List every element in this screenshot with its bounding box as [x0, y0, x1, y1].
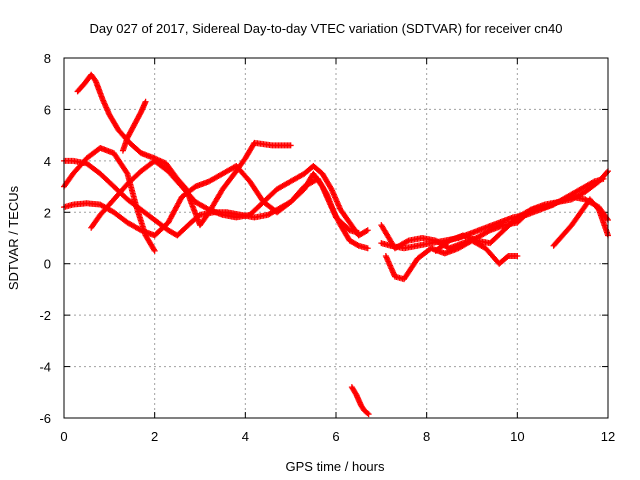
plot-frame: [63, 57, 609, 419]
data-point-marker: [364, 227, 371, 234]
series-track-l: [348, 384, 372, 418]
y-tick-label: -4: [39, 360, 51, 375]
y-axis-label: SDTVAR / TECUs: [6, 185, 21, 290]
chart-title: Day 027 of 2017, Sidereal Day-to-day VTE…: [89, 21, 562, 36]
y-tick-label: -6: [39, 411, 51, 426]
data-point-marker: [354, 241, 361, 248]
x-tick-label: 6: [332, 429, 339, 444]
data-point-marker: [150, 246, 157, 253]
series-track-f: [61, 145, 158, 254]
y-tick-label: 8: [44, 51, 51, 66]
x-tick-label: 10: [510, 429, 524, 444]
y-tick-label: 0: [44, 257, 51, 272]
data-point-marker: [363, 228, 370, 235]
x-tick-label: 4: [242, 429, 249, 444]
y-tick-label: 6: [44, 102, 51, 117]
data-point-marker: [603, 169, 610, 176]
grid-lines: [64, 58, 608, 418]
x-tick-label: 0: [60, 429, 67, 444]
data-point-marker: [365, 411, 372, 418]
data-point-marker: [123, 169, 130, 176]
data-point-marker: [604, 215, 611, 222]
series-track-e: [88, 157, 371, 239]
data-point-marker: [151, 247, 158, 254]
data-points: [61, 71, 611, 418]
y-tick-label: 2: [44, 205, 51, 220]
data-point-marker: [364, 410, 371, 417]
x-tick-label: 12: [601, 429, 615, 444]
series-track-j: [432, 168, 611, 254]
series-track-b: [119, 98, 149, 154]
axes: 0 2 4 6 8 10 12 -6 -4 -2 0 2 4 6 8: [39, 51, 615, 444]
data-point-marker: [287, 142, 294, 149]
y-tick-label: 4: [44, 154, 51, 169]
data-point-marker: [364, 245, 371, 252]
data-point-marker: [142, 98, 149, 105]
x-tick-label: 2: [151, 429, 158, 444]
x-axis-label: GPS time / hours: [286, 459, 385, 474]
x-tick-label: 8: [423, 429, 430, 444]
data-point-marker: [514, 253, 521, 259]
series-track-k: [550, 196, 611, 249]
y-tick-label: -2: [39, 308, 51, 323]
